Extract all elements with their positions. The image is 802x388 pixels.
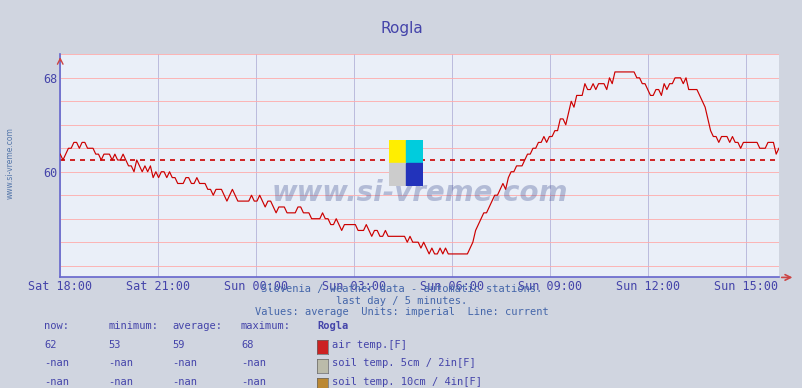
Text: minimum:: minimum:: [108, 321, 158, 331]
Text: average:: average:: [172, 321, 222, 331]
Text: now:: now:: [44, 321, 69, 331]
Text: Rogla: Rogla: [379, 21, 423, 36]
Text: soil temp. 5cm / 2in[F]: soil temp. 5cm / 2in[F]: [332, 358, 476, 368]
Text: Rogla: Rogla: [317, 321, 348, 331]
Text: -nan: -nan: [44, 377, 69, 387]
Text: 53: 53: [108, 340, 121, 350]
Text: -nan: -nan: [108, 358, 133, 368]
Bar: [406, 140, 423, 163]
Text: -nan: -nan: [172, 358, 197, 368]
Text: -nan: -nan: [241, 377, 265, 387]
Text: Values: average  Units: imperial  Line: current: Values: average Units: imperial Line: cu…: [254, 307, 548, 317]
Bar: [406, 163, 423, 186]
Bar: [389, 140, 406, 163]
Text: air temp.[F]: air temp.[F]: [332, 340, 407, 350]
Text: Slovenia / weather data - automatic stations.: Slovenia / weather data - automatic stat…: [261, 284, 541, 294]
Text: -nan: -nan: [44, 358, 69, 368]
Text: -nan: -nan: [241, 358, 265, 368]
Text: -nan: -nan: [172, 377, 197, 387]
Text: -nan: -nan: [108, 377, 133, 387]
Text: last day / 5 minutes.: last day / 5 minutes.: [335, 296, 467, 306]
Bar: [389, 163, 406, 186]
Text: 68: 68: [241, 340, 253, 350]
Text: 62: 62: [44, 340, 57, 350]
Text: soil temp. 10cm / 4in[F]: soil temp. 10cm / 4in[F]: [332, 377, 482, 387]
Text: www.si-vreme.com: www.si-vreme.com: [271, 178, 567, 207]
Text: 59: 59: [172, 340, 185, 350]
Text: maximum:: maximum:: [241, 321, 290, 331]
Text: www.si-vreme.com: www.si-vreme.com: [6, 127, 15, 199]
